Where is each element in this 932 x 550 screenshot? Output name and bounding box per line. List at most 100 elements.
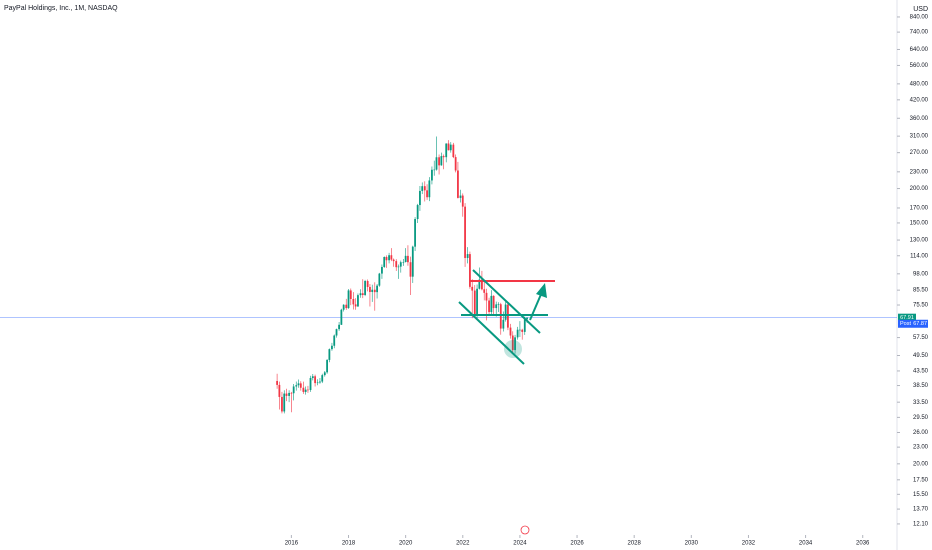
y-tick-label: 85.50	[913, 288, 929, 294]
candle-body	[352, 298, 355, 305]
candle-body	[311, 376, 314, 379]
x-tick-label: 2024	[513, 541, 527, 547]
candle-body	[283, 393, 286, 412]
event-icon	[520, 525, 530, 535]
arrow-shaft	[529, 291, 543, 321]
post-price-label: 67.87	[913, 321, 927, 327]
highlight-circle	[504, 340, 522, 358]
x-tick-label: 2026	[570, 541, 584, 547]
y-tick-label: 640.00	[910, 47, 929, 53]
candle-body	[483, 289, 486, 293]
candle-body	[342, 304, 345, 310]
candle-body	[471, 286, 474, 291]
candle-body	[359, 293, 362, 296]
x-tick-label: 2020	[399, 541, 413, 547]
y-tick-label: 23.00	[913, 445, 929, 451]
candle-body	[276, 380, 278, 385]
y-tick-label: 420.00	[910, 97, 929, 103]
last-price-badge	[898, 313, 916, 322]
candle-body	[397, 266, 400, 268]
y-tick-label: 38.50	[913, 383, 929, 389]
candle-body	[435, 157, 438, 170]
y-tick-label: 560.00	[910, 63, 929, 69]
candle-body	[328, 349, 331, 360]
candle-body	[426, 190, 428, 198]
candle-body	[383, 257, 386, 267]
candle-body	[459, 195, 462, 198]
candle-body	[292, 386, 295, 394]
candle-body	[445, 143, 448, 158]
candle-body	[431, 169, 433, 181]
candle-body	[321, 375, 324, 382]
candle-body	[499, 304, 502, 329]
candle-body	[423, 186, 426, 191]
candle-body	[476, 288, 478, 315]
candle-body	[295, 385, 298, 387]
candle-body	[345, 304, 348, 309]
candle-body	[390, 255, 393, 260]
candle-body	[371, 289, 374, 292]
candle-body	[285, 393, 288, 396]
candle-body	[488, 300, 490, 313]
candle-body	[335, 329, 338, 336]
candle-body	[516, 329, 519, 338]
candle-body	[492, 295, 495, 309]
x-tick-label: 2028	[628, 541, 642, 547]
candle-body	[373, 289, 376, 293]
y-tick-label: 170.00	[910, 206, 929, 212]
candle-body	[302, 387, 305, 392]
candle-body	[447, 143, 450, 151]
candle-body	[514, 337, 516, 351]
candle-body	[452, 144, 455, 158]
candle-body	[278, 384, 281, 397]
candle-body	[523, 319, 526, 332]
candle-body	[364, 280, 366, 295]
candle-body	[454, 157, 457, 171]
y-tick-label: 33.50	[913, 400, 929, 406]
candle-body	[519, 329, 521, 331]
y-tick-label: 840.00	[910, 15, 929, 21]
candle-body	[490, 295, 493, 313]
candle-body	[461, 195, 464, 207]
y-tick-label: 740.00	[910, 30, 929, 36]
candle-body	[449, 144, 452, 151]
candle-body	[392, 259, 395, 262]
y-tick-label: 310.00	[910, 134, 929, 140]
y-tick-label: 98.00	[913, 271, 929, 277]
candle-body	[314, 376, 316, 384]
candle-body	[349, 290, 352, 299]
y-tick-label: 270.00	[910, 150, 929, 156]
drawings	[458, 269, 555, 535]
candle-body	[385, 257, 388, 261]
candle-body	[438, 157, 440, 166]
candle-body	[478, 279, 481, 289]
arrow-head	[536, 283, 547, 298]
y-tick-label: 480.00	[910, 81, 929, 87]
candle-body	[366, 280, 369, 287]
candle-body	[326, 359, 328, 373]
candle-body	[323, 372, 326, 376]
y-tick-label: 43.50	[913, 369, 929, 375]
candle-body	[442, 156, 445, 158]
x-tick-label: 2034	[799, 541, 813, 547]
y-tick-label: 17.50	[913, 477, 929, 483]
candle-body	[347, 290, 350, 309]
y-tick-label: 26.00	[913, 430, 929, 436]
candle-body	[297, 383, 300, 386]
candle-body	[309, 378, 312, 390]
candle-body	[404, 255, 407, 262]
post-label: Post	[900, 321, 911, 327]
candle-body	[409, 262, 412, 277]
candle-body	[338, 324, 340, 330]
y-tick-label: 75.50	[913, 303, 929, 309]
candle-body	[388, 255, 390, 261]
candle-body	[416, 205, 419, 220]
candle-body	[521, 329, 524, 332]
channel-upper	[472, 269, 541, 334]
y-tick-label: 12.10	[913, 522, 929, 528]
candle-body	[466, 254, 469, 258]
x-tick-label: 2036	[856, 541, 870, 547]
candle-body	[473, 290, 476, 315]
